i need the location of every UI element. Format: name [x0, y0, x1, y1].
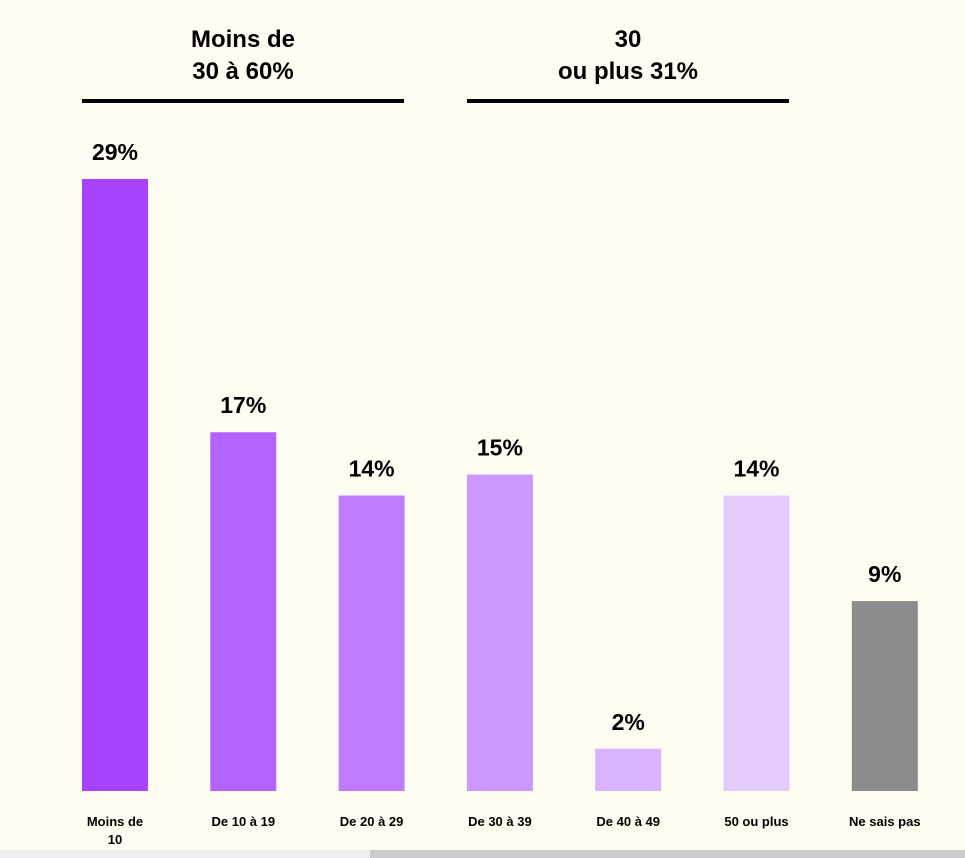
- data-label: 14%: [349, 456, 395, 482]
- data-label: 15%: [477, 434, 523, 460]
- bar: [595, 748, 662, 791]
- x-tick-label: Moins de: [87, 814, 143, 829]
- x-tick-label: De 40 à 49: [596, 814, 660, 829]
- bar: [338, 495, 405, 791]
- bar: [210, 432, 277, 791]
- scrollbar-thumb[interactable]: [370, 850, 965, 858]
- x-tick-label: 50 ou plus: [724, 814, 788, 829]
- scrollbar-track: [0, 850, 370, 858]
- data-label: 9%: [868, 561, 901, 587]
- bar: [723, 495, 790, 791]
- x-tick-label: Ne sais pas: [849, 814, 921, 829]
- x-tick-label: De 10 à 19: [211, 814, 275, 829]
- data-label: 14%: [733, 456, 779, 482]
- x-tick-label: De 20 à 29: [340, 814, 404, 829]
- group-header-line1: Moins de: [190, 26, 295, 53]
- bar: [851, 601, 918, 791]
- data-label: 29%: [92, 139, 138, 165]
- data-label: 17%: [220, 392, 266, 418]
- group-header-30-plus: 30 ou plus 31%: [467, 24, 789, 88]
- group-divider-under-30: [82, 99, 404, 103]
- group-header-line1: 30: [614, 26, 642, 53]
- group-header-line2: 30 à 60%: [192, 58, 294, 85]
- bar: [466, 474, 533, 791]
- data-label: 2%: [612, 709, 645, 735]
- x-tick-label: De 30 à 39: [468, 814, 532, 829]
- group-header-line2: ou plus 31%: [557, 58, 699, 85]
- group-header-under-30: Moins de 30 à 60%: [82, 24, 404, 88]
- bar: [82, 179, 148, 791]
- group-divider-30-plus: [467, 99, 789, 103]
- x-tick-label: 10: [108, 832, 122, 847]
